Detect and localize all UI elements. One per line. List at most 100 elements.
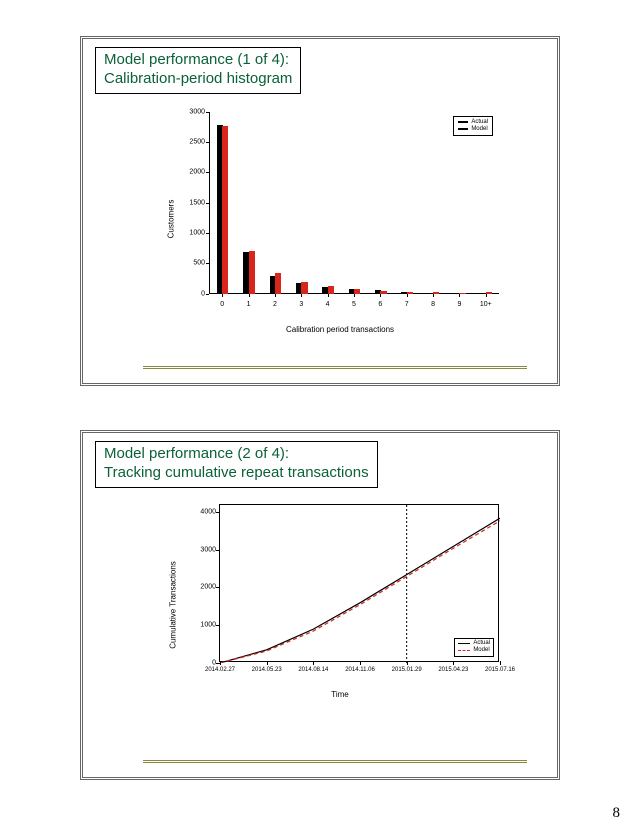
histogram-y-axis xyxy=(209,112,210,294)
legend-label: Actual xyxy=(473,640,490,647)
slide1-title-line1: Model performance (1 of 4): xyxy=(104,51,292,70)
histogram-x-tick: 4 xyxy=(326,301,330,308)
line-y-tick-mark xyxy=(216,550,220,551)
line-x-tick-mark xyxy=(267,661,268,665)
cumulative-line-chart: Cumulative Transactions ActualModel 0 100… xyxy=(165,498,515,713)
line-x-tick: 2014.11.06 xyxy=(345,667,375,673)
histogram-legend-row: Actual xyxy=(458,119,488,126)
line-xlabel: Time xyxy=(331,690,348,699)
histogram-y-tick-mark xyxy=(206,294,209,295)
histogram-x-tick-mark xyxy=(380,294,381,297)
histogram-x-tick: 10+ xyxy=(480,301,492,308)
histogram-bar xyxy=(459,293,465,294)
legend-line-sample xyxy=(458,643,470,644)
histogram-plot-area: ActualModel 0500100015002000250030000123… xyxy=(209,112,499,294)
histogram-y-tick-mark xyxy=(206,203,209,204)
histogram-x-tick-mark xyxy=(222,294,223,297)
histogram-y-tick: 2000 xyxy=(179,169,205,176)
histogram-bar xyxy=(354,289,360,294)
line-y-tick-mark xyxy=(216,512,220,513)
histogram-y-tick: 2500 xyxy=(179,138,205,145)
histogram-y-tick: 1500 xyxy=(179,199,205,206)
histogram-bar xyxy=(433,292,439,293)
histogram-y-tick-mark xyxy=(206,172,209,173)
line-y-tick: 2000 xyxy=(186,584,216,591)
line-x-tick-mark xyxy=(407,661,408,665)
legend-swatch xyxy=(458,121,468,123)
legend-label: Actual xyxy=(471,119,488,126)
legend-swatch xyxy=(458,128,468,130)
histogram-ylabel: Customers xyxy=(167,199,176,238)
histogram-bar xyxy=(380,291,386,294)
histogram-x-tick: 5 xyxy=(352,301,356,308)
histogram-x-tick-mark xyxy=(249,294,250,297)
legend-label: Model xyxy=(473,647,489,654)
line-legend: ActualModel xyxy=(454,638,494,656)
line-y-tick-mark xyxy=(216,587,220,588)
legend-line-sample xyxy=(458,650,470,651)
histogram-x-tick-mark xyxy=(328,294,329,297)
slide-title-box: Model performance (1 of 4): Calibration-… xyxy=(95,47,301,94)
line-x-tick-mark xyxy=(500,661,501,665)
histogram-x-tick-mark xyxy=(459,294,460,297)
slide1-title-line2: Calibration-period histogram xyxy=(104,70,292,89)
slide-1: Model performance (1 of 4): Calibration-… xyxy=(80,36,560,386)
histogram-x-tick-mark xyxy=(407,294,408,297)
histogram-bar xyxy=(486,292,492,293)
line-y-tick-mark xyxy=(216,625,220,626)
histogram-y-tick-mark xyxy=(206,263,209,264)
line-x-tick: 2014.08.14 xyxy=(298,667,328,673)
histogram-xlabel: Calibration period transactions xyxy=(286,325,394,334)
line-x-tick-mark xyxy=(220,661,221,665)
histogram-x-tick-mark xyxy=(301,294,302,297)
histogram-bar xyxy=(222,126,228,293)
line-legend-row: Model xyxy=(458,647,490,654)
slide-title-box: Model performance (2 of 4): Tracking cum… xyxy=(95,441,378,488)
histogram-bar xyxy=(301,282,307,294)
line-y-tick: 3000 xyxy=(186,546,216,553)
line-x-tick: 2015.04.23 xyxy=(438,667,468,673)
histogram-legend-row: Model xyxy=(458,126,488,133)
line-ylabel: Cumulative Transactions xyxy=(169,561,178,649)
legend-label: Model xyxy=(471,126,487,133)
histogram-x-tick: 6 xyxy=(378,301,382,308)
line-x-tick: 2014.05.23 xyxy=(252,667,282,673)
line-y-tick: 0 xyxy=(186,659,216,666)
histogram-x-tick: 2 xyxy=(273,301,277,308)
histogram-x-tick: 9 xyxy=(458,301,462,308)
slide-2: Model performance (2 of 4): Tracking cum… xyxy=(80,430,560,780)
histogram-bar xyxy=(328,286,334,293)
slide2-title-line2: Tracking cumulative repeat transactions xyxy=(104,464,369,483)
histogram-x-tick-mark xyxy=(486,294,487,297)
histogram-legend: ActualModel xyxy=(453,116,493,136)
histogram-y-tick-mark xyxy=(206,112,209,113)
slide-footer-rule xyxy=(143,760,527,763)
histogram-bar xyxy=(249,251,255,293)
histogram-bar xyxy=(407,292,413,294)
histogram-y-tick: 0 xyxy=(179,290,205,297)
line-y-tick: 1000 xyxy=(186,621,216,628)
histogram-y-tick-mark xyxy=(206,142,209,143)
histogram-bar xyxy=(275,273,281,293)
histogram-x-tick: 0 xyxy=(220,301,224,308)
line-x-tick: 2015.07.16 xyxy=(485,667,515,673)
histogram-x-tick: 7 xyxy=(405,301,409,308)
line-x-tick: 2014.02.27 xyxy=(205,667,235,673)
line-x-tick: 2015.01.29 xyxy=(392,667,422,673)
histogram-x-tick-mark xyxy=(433,294,434,297)
histogram-y-tick-mark xyxy=(206,233,209,234)
line-x-tick-mark xyxy=(360,661,361,665)
line-y-tick: 4000 xyxy=(186,509,216,516)
slide2-title-line1: Model performance (2 of 4): xyxy=(104,445,369,464)
calibration-histogram-chart: Customers ActualModel 050010001500200025… xyxy=(165,104,515,334)
histogram-y-tick: 500 xyxy=(179,260,205,267)
line-x-tick-mark xyxy=(313,661,314,665)
histogram-x-tick: 3 xyxy=(299,301,303,308)
histogram-x-tick-mark xyxy=(275,294,276,297)
line-legend-row: Actual xyxy=(458,640,490,647)
histogram-x-tick-mark xyxy=(354,294,355,297)
line-x-tick-mark xyxy=(453,661,454,665)
histogram-y-tick: 3000 xyxy=(179,108,205,115)
slide-footer-rule xyxy=(143,366,527,369)
histogram-y-tick: 1000 xyxy=(179,229,205,236)
